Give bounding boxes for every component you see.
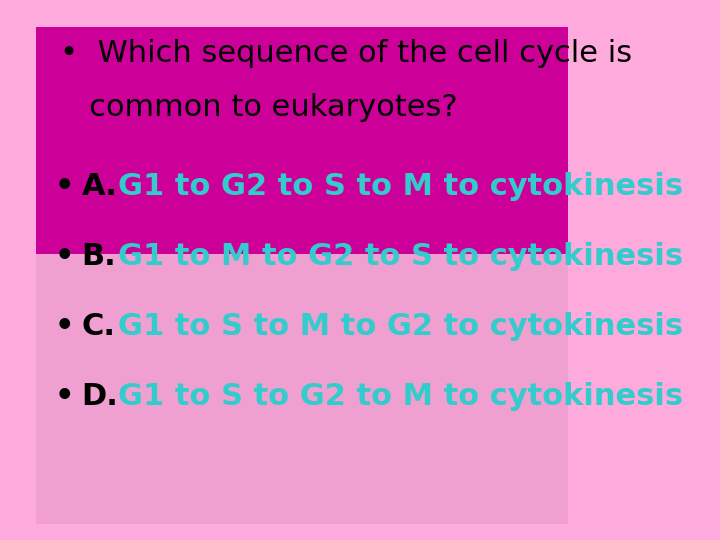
Text: B.: B. (81, 242, 117, 271)
Text: common to eukaryotes?: common to eukaryotes? (60, 93, 458, 123)
Text: G1 to G2 to S to M to cytokinesis: G1 to G2 to S to M to cytokinesis (118, 172, 683, 201)
Text: A.: A. (81, 172, 117, 201)
Text: G1 to S to G2 to M to cytokinesis: G1 to S to G2 to M to cytokinesis (118, 382, 683, 411)
Text: G1 to S to M to G2 to cytokinesis: G1 to S to M to G2 to cytokinesis (118, 312, 683, 341)
Text: C.: C. (81, 312, 115, 341)
Text: •  Which sequence of the cell cycle is: • Which sequence of the cell cycle is (60, 39, 633, 69)
FancyBboxPatch shape (36, 254, 568, 524)
Text: D.: D. (81, 382, 118, 411)
FancyBboxPatch shape (36, 27, 568, 254)
Text: •: • (55, 172, 74, 201)
Text: •: • (55, 382, 74, 411)
Text: •: • (55, 312, 74, 341)
Text: •: • (55, 242, 74, 271)
Text: G1 to M to G2 to S to cytokinesis: G1 to M to G2 to S to cytokinesis (118, 242, 683, 271)
